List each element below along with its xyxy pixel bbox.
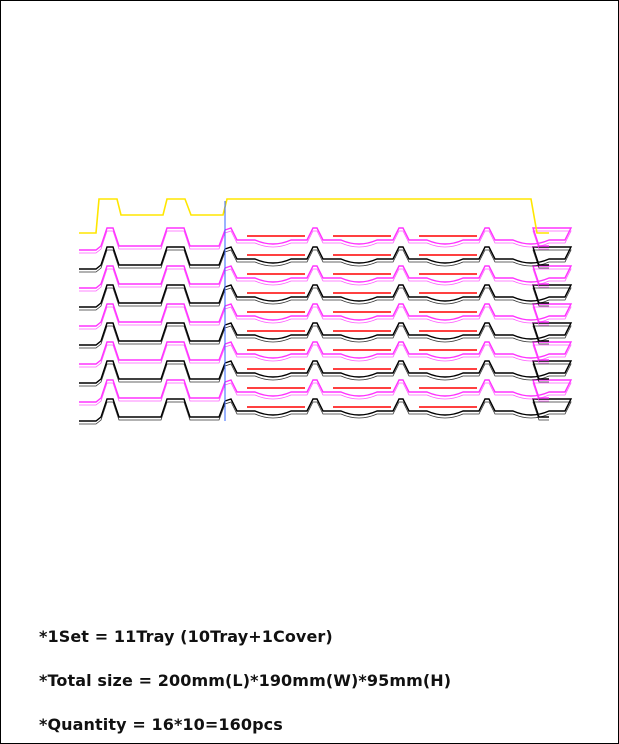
tray-profile-inner <box>79 268 572 292</box>
set-note: *1Set = 11Tray (10Tray+1Cover) <box>39 627 333 646</box>
tray-profile <box>79 303 573 327</box>
quantity-note: *Quantity = 16*10=160pcs <box>39 715 283 734</box>
tray-profile <box>79 379 573 403</box>
tray-profile-inner <box>79 325 572 349</box>
tray-profile <box>79 360 573 384</box>
tray-profile-inner <box>79 363 572 387</box>
tray-profile <box>79 398 573 422</box>
tray-profile-inner <box>79 249 572 273</box>
cover-profile <box>79 198 549 234</box>
tray-profile-inner <box>79 401 572 425</box>
tray-profile-inner <box>79 306 572 330</box>
tray-profile-inner <box>79 230 572 254</box>
tray-profile-inner <box>79 382 572 406</box>
tray-profile-inner <box>79 344 572 368</box>
size-note: *Total size = 200mm(L)*190mm(W)*95mm(H) <box>39 671 452 690</box>
tray-profile-inner <box>79 287 572 311</box>
tray-profile <box>79 246 573 270</box>
tray-profile <box>79 265 573 289</box>
tray-profile <box>79 341 573 365</box>
tray-profile <box>79 322 573 346</box>
tray-profile <box>79 227 573 251</box>
tray-profile <box>79 284 573 308</box>
